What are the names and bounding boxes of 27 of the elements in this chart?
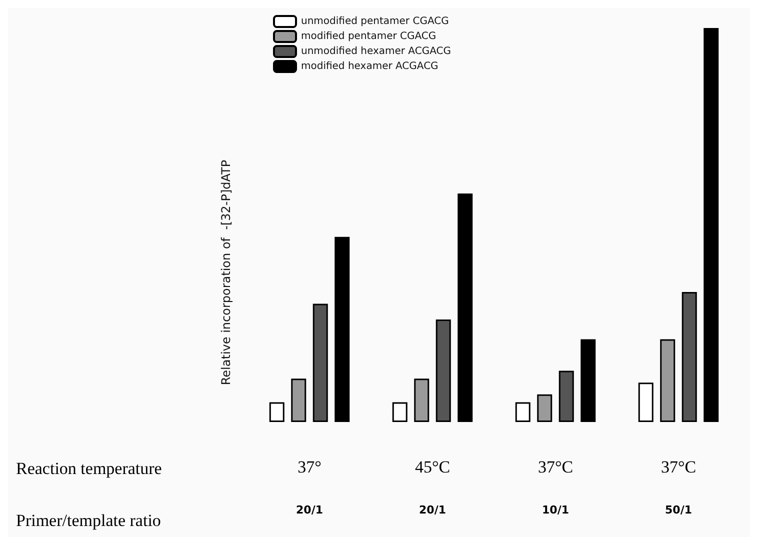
legend-label: modified hexamer ACGACG	[301, 61, 438, 72]
bar	[515, 402, 530, 422]
bar	[291, 378, 306, 422]
bar	[334, 236, 350, 422]
text: Primer/template ratio	[16, 511, 161, 530]
text: Reaction temperature	[16, 459, 162, 478]
bar	[638, 382, 654, 422]
bar	[458, 193, 473, 422]
bar	[537, 394, 552, 422]
legend-label: unmodified pentamer CGACG	[301, 16, 449, 27]
y-axis-title: Relative incorporation of -[32-P]dATP	[219, 160, 233, 386]
bar	[558, 370, 574, 422]
bar	[392, 402, 408, 422]
category-label: 37°C 50/1	[660, 458, 696, 516]
bar	[436, 320, 451, 422]
legend-label: unmodified hexamer ACGACG	[301, 46, 451, 57]
bar	[312, 304, 328, 422]
category-label: 45°C 20/1	[414, 458, 450, 516]
bar	[682, 292, 697, 422]
bar	[414, 378, 430, 422]
category-label: 37°C 10/1	[538, 458, 574, 516]
category-label: 37° 20/1	[296, 458, 323, 516]
legend-label: modified pentamer CGACG	[301, 31, 436, 42]
bar	[660, 339, 676, 422]
bar	[704, 28, 719, 422]
bar	[269, 402, 284, 422]
bar	[580, 339, 596, 422]
